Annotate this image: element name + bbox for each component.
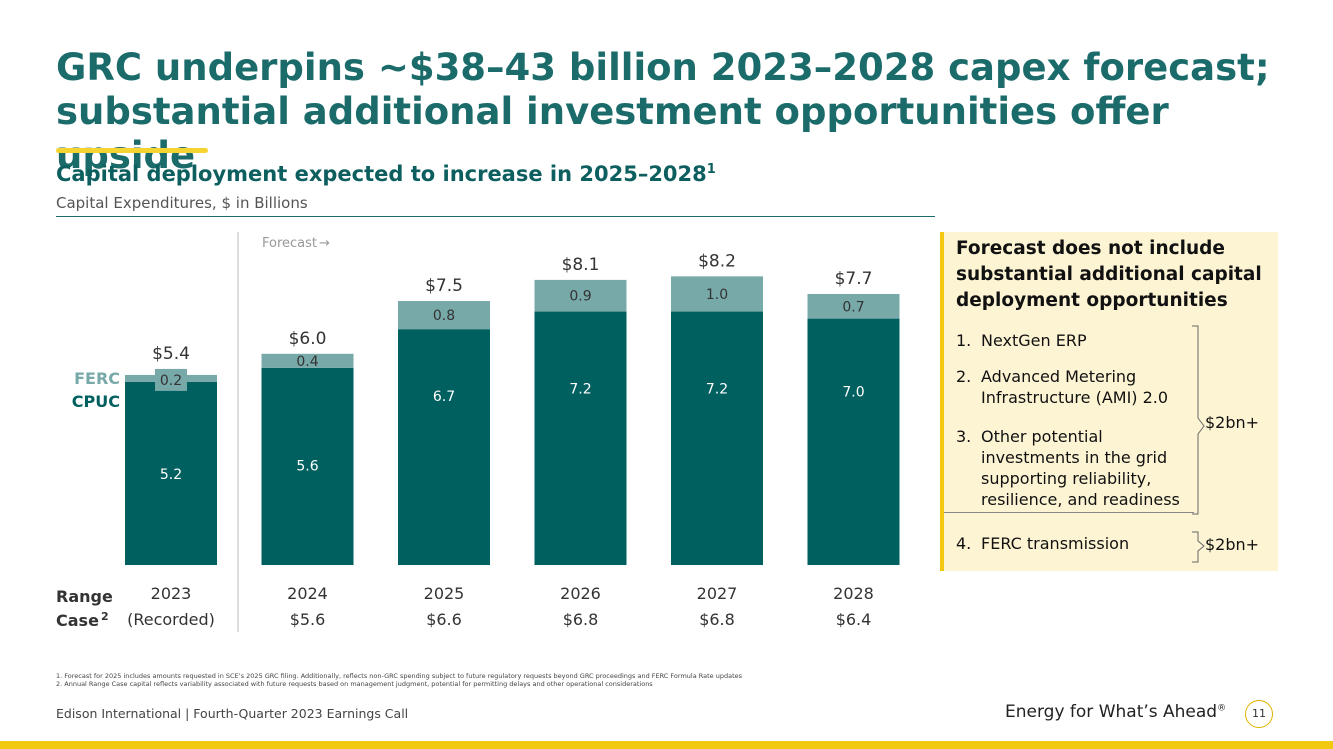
range-case-value-2024: $5.6 bbox=[290, 610, 326, 629]
footnote-1: 1. Forecast for 2025 includes amounts re… bbox=[56, 672, 743, 680]
cpuc-value-label-2026: 7.2 bbox=[569, 381, 591, 397]
x-tick-label-2025: 2025 bbox=[424, 584, 465, 603]
bracket-1-label: $2bn+ bbox=[1205, 413, 1260, 432]
total-label-2025: $7.5 bbox=[425, 276, 463, 296]
cpuc-value-label-2027: 7.2 bbox=[706, 381, 728, 397]
page-title: GRC underpins ~$38–43 billion 2023–2028 … bbox=[56, 46, 1270, 177]
total-label-2024: $6.0 bbox=[289, 329, 327, 349]
chart-unit-note: Capital Expenditures, $ in Billions bbox=[56, 194, 308, 212]
bracket-2-label: $2bn+ bbox=[1205, 535, 1260, 554]
x-tick-label-2024: 2024 bbox=[287, 584, 328, 603]
footer-company-event: Edison International | Fourth-Quarter 20… bbox=[56, 706, 409, 721]
bracket-graphics bbox=[1192, 325, 1205, 563]
range-case-value-2023: (Recorded) bbox=[127, 610, 215, 629]
ferc-value-label-2025: 0.8 bbox=[433, 308, 455, 324]
ferc-value-label-2026: 0.9 bbox=[569, 289, 591, 305]
bar-cpuc-2025 bbox=[398, 329, 490, 565]
bar-cpuc-2024 bbox=[261, 367, 354, 565]
bottom-accent-bar bbox=[0, 741, 1333, 749]
cpuc-value-label-2023: 5.2 bbox=[160, 467, 182, 483]
bar-ferc-2024 bbox=[261, 353, 354, 368]
tagline-text: Energy for What’s Ahead bbox=[1005, 702, 1218, 722]
range-case-value-2025: $6.6 bbox=[426, 610, 462, 629]
bar-ferc-2027 bbox=[671, 276, 763, 312]
bar-cpuc-2028 bbox=[807, 318, 900, 565]
total-label-2026: $8.1 bbox=[562, 255, 600, 275]
opportunities-panel: Forecast does not include substantial ad… bbox=[940, 232, 1278, 571]
total-label-2027: $8.2 bbox=[698, 251, 736, 271]
cpuc-value-label-2028: 7.0 bbox=[842, 385, 864, 401]
legend-ferc: FERC bbox=[74, 369, 120, 388]
footnotes: 1. Forecast for 2025 includes amounts re… bbox=[56, 672, 742, 688]
range-case-footnote-ref: 2 bbox=[101, 610, 109, 623]
chart-subtitle-text: Capital deployment expected to increase … bbox=[56, 162, 707, 186]
list-item-text: FERC transmission bbox=[981, 534, 1130, 553]
title-underline bbox=[56, 148, 208, 153]
forecast-arrow: → bbox=[319, 236, 330, 251]
footnote-2: 2. Annual Range Case capital reflects va… bbox=[56, 680, 653, 688]
list-item-number: 3. bbox=[956, 427, 972, 446]
legend-cpuc: CPUC bbox=[72, 392, 120, 411]
forecast-label: Forecast bbox=[262, 236, 317, 251]
ferc-value-label-2024: 0.4 bbox=[296, 354, 318, 370]
list-item-number: 4. bbox=[956, 534, 972, 553]
bar-cpuc-2026 bbox=[534, 311, 627, 565]
bar-cpuc-2023 bbox=[125, 381, 217, 565]
range-case-label: Range bbox=[56, 587, 113, 606]
list-item-text: Advanced Metering Infrastructure (AMI) 2… bbox=[981, 367, 1169, 407]
bracket-2 bbox=[1192, 531, 1205, 563]
total-label-2028: $7.7 bbox=[835, 269, 873, 289]
panel-title: Forecast does not include substantial ad… bbox=[956, 238, 1262, 311]
chart-subtitle: Capital deployment expected to increase … bbox=[56, 162, 716, 186]
range-case-label-2: Case bbox=[56, 611, 99, 630]
bar-ferc-2025 bbox=[398, 301, 490, 330]
x-tick-label-2026: 2026 bbox=[560, 584, 601, 603]
capex-bar-chart: Forecast → 5.2 0.2 $5.4 2023 (Recorded) 5.6 0.4 $… bbox=[56, 232, 900, 632]
range-case-value-2028: $6.4 bbox=[836, 610, 872, 629]
bar-cpuc-2027 bbox=[671, 311, 763, 565]
ferc-value-label-2027: 1.0 bbox=[706, 287, 728, 303]
bar-ferc-2028 bbox=[807, 293, 900, 319]
list-item-text: Other potential investments in the grid … bbox=[981, 427, 1180, 509]
ferc-value-label-2023: 0.2 bbox=[160, 373, 182, 389]
bracket-1 bbox=[1192, 325, 1205, 515]
range-case-value-2026: $6.8 bbox=[563, 610, 599, 629]
subtitle-footnote-ref: 1 bbox=[706, 162, 716, 177]
panel-separator bbox=[944, 512, 1194, 513]
cpuc-value-label-2025: 6.7 bbox=[433, 389, 455, 405]
list-item-text: NextGen ERP bbox=[981, 331, 1087, 350]
range-case-value-2027: $6.8 bbox=[699, 610, 735, 629]
page-number: 11 bbox=[1245, 700, 1273, 728]
ferc-value-label-2028: 0.7 bbox=[842, 299, 864, 315]
header-rule bbox=[56, 216, 935, 217]
bar-ferc-2026 bbox=[534, 279, 627, 312]
footer-tagline: Energy for What’s Ahead® bbox=[1005, 702, 1226, 722]
list-item-number: 1. bbox=[956, 331, 972, 350]
x-tick-label-2023: 2023 bbox=[151, 584, 192, 603]
ferc-label-bg-2023 bbox=[155, 368, 187, 391]
x-tick-label-2028: 2028 bbox=[833, 584, 874, 603]
list-item-number: 2. bbox=[956, 367, 972, 386]
cpuc-value-label-2024: 5.6 bbox=[296, 458, 318, 474]
x-tick-label-2027: 2027 bbox=[697, 584, 738, 603]
total-label-2023: $5.4 bbox=[152, 344, 190, 364]
registered-mark: ® bbox=[1217, 703, 1227, 714]
